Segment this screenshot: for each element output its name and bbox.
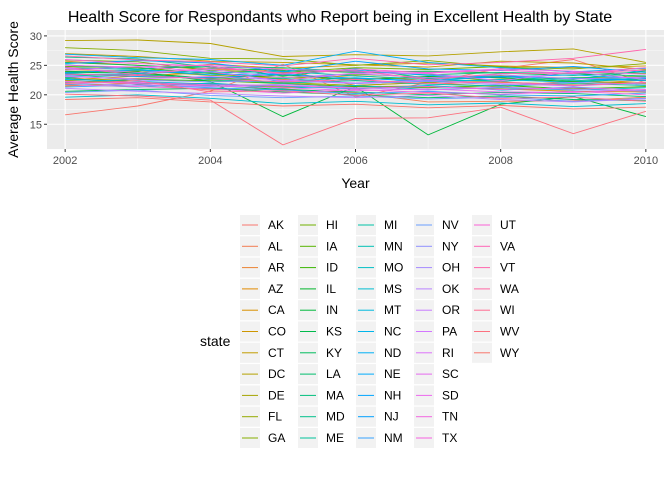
legend-label: IN [326, 303, 338, 317]
series-line-wv [65, 93, 647, 146]
chart-title: Health Score for Respondants who Report … [68, 9, 612, 26]
legend-label: IL [326, 282, 336, 296]
legend-label: WV [500, 325, 519, 339]
series-line-la [65, 77, 646, 98]
legend-label: UT [500, 218, 517, 232]
legend-label: CO [268, 325, 286, 339]
legend-label: MI [384, 218, 397, 232]
legend-label: GA [268, 431, 285, 445]
series-line-ri [65, 66, 646, 82]
series-line-ms [65, 94, 646, 108]
series-line-wa [65, 73, 646, 86]
x-tick-label: 2010 [634, 155, 658, 167]
legend-label: SD [442, 388, 459, 402]
series-line-va [65, 66, 646, 80]
legend-label: KS [326, 325, 342, 339]
series-line-ut [65, 59, 646, 75]
series-line-vt [65, 48, 646, 67]
series-lines [65, 39, 647, 146]
legend-label: MO [384, 261, 403, 275]
y-tick-label: 25 [30, 60, 42, 72]
y-tick-label: 30 [30, 31, 42, 43]
legend-label: HI [326, 218, 338, 232]
legend-label: NH [384, 388, 401, 402]
legend-label: TX [442, 431, 457, 445]
legend-label: OR [442, 303, 460, 317]
legend-label: MD [326, 410, 345, 424]
legend-label: LA [326, 367, 341, 381]
y-tick-label: 15 [30, 119, 42, 131]
series-line-ok [65, 87, 646, 103]
legend-label: CA [268, 303, 285, 317]
legend-label: WA [500, 282, 519, 296]
x-tick-label: 2004 [198, 155, 222, 167]
series-line-dc [65, 39, 646, 63]
legend-label: DE [268, 388, 285, 402]
legend-label: FL [268, 410, 282, 424]
x-tick-label: 2002 [53, 155, 77, 167]
legend-label: AZ [268, 282, 283, 296]
series-line-tn [65, 84, 646, 96]
legend-label: OK [442, 282, 459, 296]
legend-label: PA [442, 325, 457, 339]
legend-label: VT [500, 261, 516, 275]
legend-label: AK [268, 218, 284, 232]
legend-label: MA [326, 388, 344, 402]
legend-label: TN [442, 410, 458, 424]
x-tick-label: 2008 [488, 155, 512, 167]
legend-label: SC [442, 367, 459, 381]
series-line-or [65, 67, 646, 80]
series-line-wi [65, 80, 646, 102]
legend-label: IA [326, 239, 337, 253]
series-line-mn [65, 67, 646, 82]
legend-label: CT [268, 346, 285, 360]
legend-label: DC [268, 367, 286, 381]
legend-label: KY [326, 346, 342, 360]
y-axis-label: Average Health Score [5, 21, 21, 158]
x-tick-label: 2006 [343, 155, 367, 167]
series-line-nh [65, 60, 646, 73]
legend-label: OH [442, 261, 460, 275]
legend-label: ID [326, 261, 338, 275]
legend-label: MN [384, 239, 403, 253]
legend-label: NV [442, 218, 459, 232]
legend-label: NC [384, 325, 402, 339]
legend-label: NM [384, 431, 403, 445]
x-axis-label: Year [341, 175, 370, 191]
series-line-ny [65, 74, 646, 86]
series-line-ky [65, 87, 646, 102]
legend-label: MT [384, 303, 402, 317]
legend-label: NE [384, 367, 401, 381]
legend-label: NY [442, 239, 459, 253]
legend-label: VA [500, 239, 515, 253]
series-line-tx [65, 81, 646, 91]
series-line-in [65, 71, 647, 136]
legend-label: AR [268, 261, 285, 275]
legend-label: MS [384, 282, 402, 296]
legend-label: WI [500, 303, 515, 317]
series-line-pa [65, 76, 646, 87]
legend-label: RI [442, 346, 454, 360]
x-axis: 2002 2004 2006 2008 2010 [53, 149, 658, 167]
legend-label: WY [500, 346, 519, 360]
series-line-wy [65, 97, 646, 110]
legend-title: state [200, 333, 231, 349]
legend-label: NJ [384, 410, 399, 424]
legend: state AK AL AR AZ CA CO CT DC DE FL GA HI IA ID IL IN KS… [200, 215, 519, 448]
legend-label: AL [268, 239, 283, 253]
legend-label: ME [326, 431, 344, 445]
y-tick-label: 20 [30, 90, 42, 102]
series-line-sd [65, 64, 646, 75]
y-axis: 15 20 25 30 [30, 31, 47, 131]
legend-label: ND [384, 346, 402, 360]
